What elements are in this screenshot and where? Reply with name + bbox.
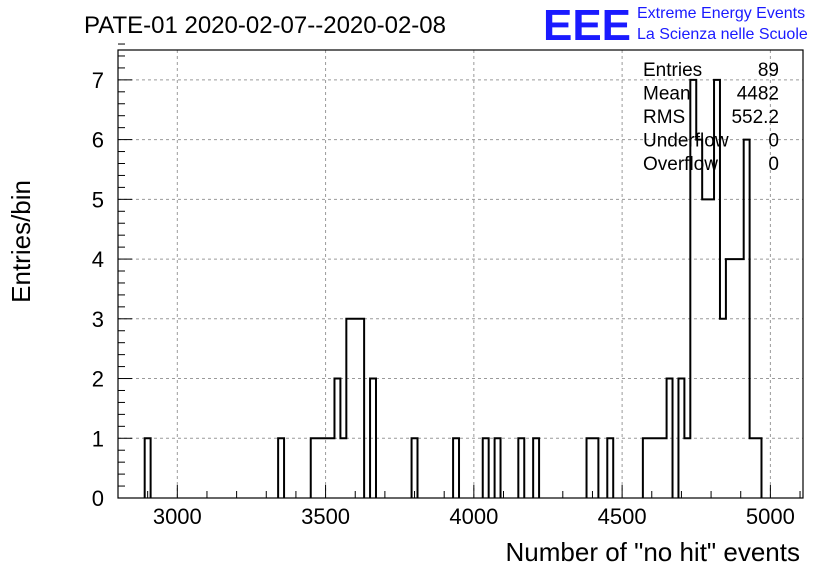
histogram-bin [649, 438, 655, 498]
stats-value: 89 [758, 60, 779, 81]
x-tick-label: 3500 [301, 504, 350, 529]
stats-value: 0 [768, 154, 779, 175]
histogram-bin [352, 319, 358, 498]
stats-label: Entries [643, 60, 702, 81]
x-tick-label: 4500 [598, 504, 647, 529]
y-axis-label: Entries/bin [6, 180, 36, 303]
stats-label: Overflow [643, 154, 718, 175]
y-tick-label: 2 [92, 367, 104, 392]
chart-title: PATE-01 2020-02-07--2020-02-08 [84, 12, 446, 39]
y-tick-labels: 0 1 2 3 4 5 6 7 [92, 68, 104, 511]
stats-value: 4482 [737, 84, 779, 105]
histogram-bin [340, 438, 346, 498]
histogram-bin [655, 438, 661, 498]
y-tick-label: 6 [92, 128, 104, 153]
eee-logo-line1: Extreme Energy Events [637, 5, 805, 22]
eee-logo-line2: La Scienza nelle Scuole [637, 26, 808, 43]
plot-frame [117, 49, 804, 499]
y-tick-label: 7 [92, 68, 104, 93]
histogram-bin [317, 438, 323, 498]
eee-logo-mark: EEE [543, 1, 631, 50]
histogram-bin [684, 438, 690, 498]
axis-ticks [117, 43, 801, 499]
x-tick-label: 5000 [746, 504, 795, 529]
histogram-bin [732, 259, 738, 498]
x-axis-label: Number of "no hit" events [506, 537, 801, 567]
x-tick-label: 4000 [449, 504, 498, 529]
histogram-bin [702, 199, 708, 498]
histogram-series [143, 78, 763, 498]
y-tick-label: 0 [92, 486, 104, 511]
histogram-bin [708, 199, 714, 498]
y-tick-label: 3 [92, 307, 104, 332]
eee-logo: EEE Extreme Energy Events La Scienza nel… [543, 1, 808, 50]
stats-label: Underflow [643, 131, 729, 152]
histogram-bin [720, 319, 726, 498]
histogram-bin [329, 438, 335, 498]
histogram-bin [738, 259, 744, 498]
histogram-outline [143, 78, 763, 498]
stats-label: Mean [643, 84, 691, 105]
y-tick-label: 5 [92, 187, 104, 212]
stats-value: 0 [768, 131, 779, 152]
stats-value: 552.2 [731, 107, 779, 128]
x-tick-labels: 3000 3500 4000 4500 5000 [153, 504, 795, 529]
histogram-bin [661, 438, 667, 498]
x-tick-label: 3000 [153, 504, 202, 529]
y-tick-label: 4 [92, 247, 104, 272]
grid-lines [118, 50, 803, 498]
histogram-bin [750, 438, 756, 498]
y-tick-label: 1 [92, 426, 104, 451]
stats-label: RMS [643, 107, 685, 128]
